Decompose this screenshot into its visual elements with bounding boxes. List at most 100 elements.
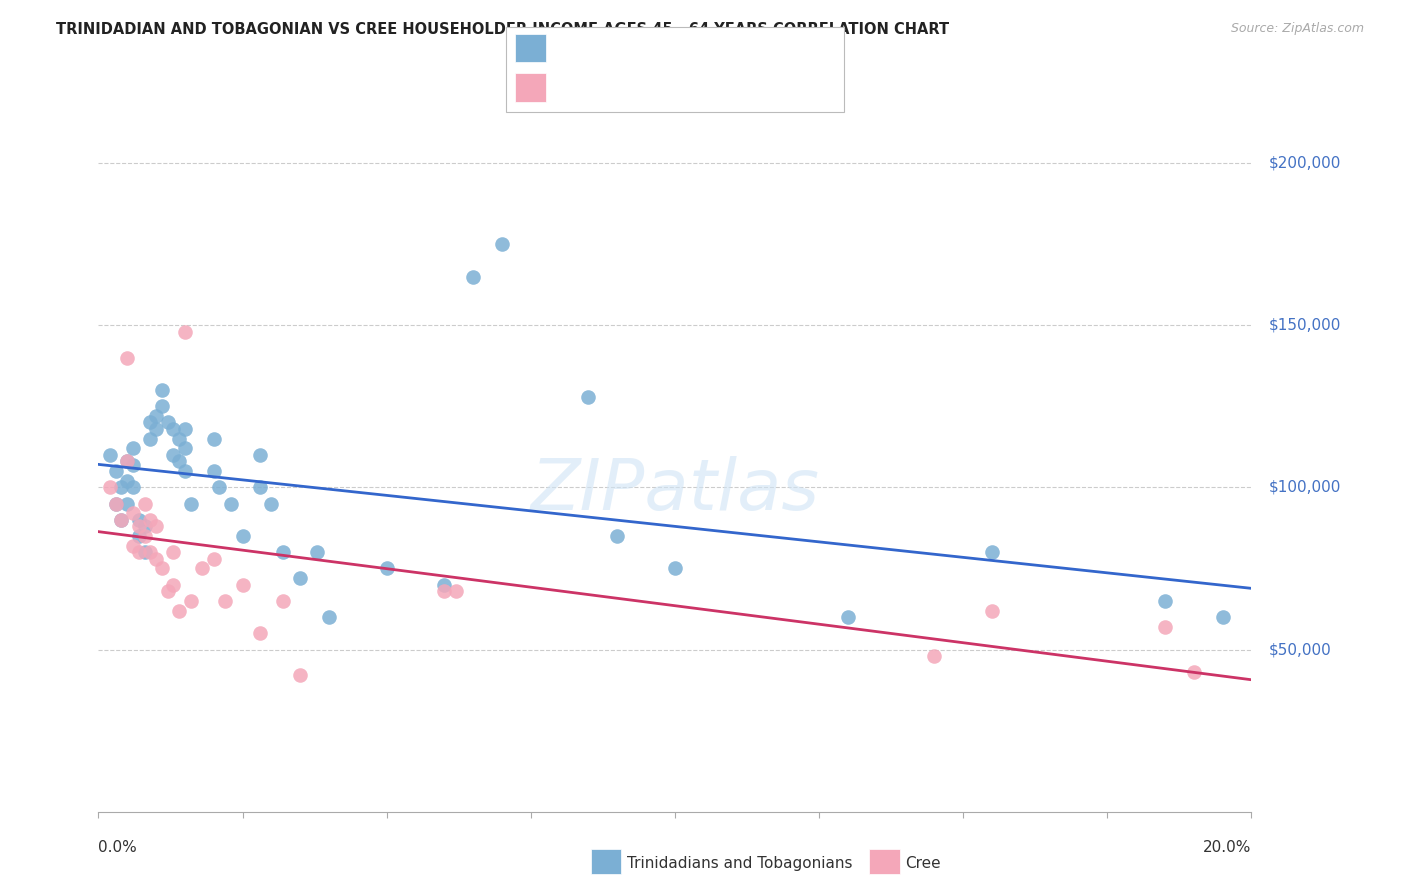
Point — [180, 594, 202, 608]
Point — [139, 416, 162, 430]
Text: N =: N = — [658, 83, 706, 98]
Point — [150, 399, 173, 413]
Text: R =: R = — [557, 43, 591, 58]
Point — [145, 422, 167, 436]
Point — [290, 571, 312, 585]
Point — [117, 474, 138, 488]
Point — [134, 497, 156, 511]
Point — [122, 458, 145, 472]
Point — [260, 497, 283, 511]
Text: $200,000: $200,000 — [1268, 155, 1341, 170]
Text: Cree: Cree — [905, 856, 941, 871]
Point — [162, 422, 184, 436]
Text: R =: R = — [557, 83, 591, 98]
Point — [128, 529, 150, 543]
Point — [249, 448, 271, 462]
Point — [461, 269, 484, 284]
Point — [162, 577, 184, 591]
Point — [117, 351, 138, 365]
Point — [150, 561, 173, 575]
Point — [1153, 594, 1175, 608]
Point — [122, 480, 145, 494]
Point — [664, 561, 686, 575]
Point — [231, 529, 254, 543]
Point — [128, 513, 150, 527]
Point — [981, 604, 1004, 618]
Point — [271, 545, 294, 559]
Point — [174, 422, 197, 436]
Point — [104, 464, 127, 478]
Text: 35: 35 — [706, 83, 727, 98]
Point — [491, 237, 513, 252]
Point — [271, 594, 294, 608]
Point — [219, 497, 242, 511]
Point — [307, 545, 329, 559]
Text: 20.0%: 20.0% — [1204, 840, 1251, 855]
Point — [128, 519, 150, 533]
Point — [156, 584, 179, 599]
Text: $50,000: $50,000 — [1268, 642, 1331, 657]
Point — [128, 545, 150, 559]
Point — [167, 604, 190, 618]
Point — [578, 390, 600, 404]
Point — [104, 497, 127, 511]
Point — [145, 551, 167, 566]
Point — [375, 561, 398, 575]
Text: $100,000: $100,000 — [1268, 480, 1341, 495]
Text: Source: ZipAtlas.com: Source: ZipAtlas.com — [1230, 22, 1364, 36]
Point — [117, 497, 138, 511]
Point — [837, 610, 859, 624]
Text: 53: 53 — [706, 43, 727, 58]
Point — [922, 648, 945, 663]
Point — [134, 529, 156, 543]
Point — [433, 584, 456, 599]
Point — [981, 545, 1004, 559]
Point — [122, 506, 145, 520]
Text: -0.323: -0.323 — [592, 83, 647, 98]
Text: ZIPatlas: ZIPatlas — [530, 456, 820, 525]
Point — [231, 577, 254, 591]
Point — [249, 626, 271, 640]
Point — [139, 513, 162, 527]
Point — [110, 513, 132, 527]
Point — [174, 325, 197, 339]
Point — [122, 539, 145, 553]
Point — [180, 497, 202, 511]
Point — [117, 454, 138, 468]
Point — [202, 432, 225, 446]
Point — [191, 561, 214, 575]
Point — [150, 383, 173, 397]
Text: 0.0%: 0.0% — [98, 840, 138, 855]
Text: $150,000: $150,000 — [1268, 318, 1341, 333]
Point — [1182, 665, 1205, 680]
Point — [249, 480, 271, 494]
Text: Trinidadians and Tobagonians: Trinidadians and Tobagonians — [627, 856, 852, 871]
Point — [145, 519, 167, 533]
Point — [98, 480, 121, 494]
Point — [174, 464, 197, 478]
Point — [444, 584, 467, 599]
Point — [117, 454, 138, 468]
Point — [145, 409, 167, 423]
Point — [110, 480, 132, 494]
Point — [318, 610, 340, 624]
Point — [202, 551, 225, 566]
Point — [162, 448, 184, 462]
Point — [139, 545, 162, 559]
Point — [1212, 610, 1234, 624]
Point — [104, 497, 127, 511]
Point — [606, 529, 628, 543]
Point — [98, 448, 121, 462]
Point — [162, 545, 184, 559]
Text: -0.080: -0.080 — [592, 43, 647, 58]
Point — [290, 668, 312, 682]
Text: TRINIDADIAN AND TOBAGONIAN VS CREE HOUSEHOLDER INCOME AGES 45 - 64 YEARS CORRELA: TRINIDADIAN AND TOBAGONIAN VS CREE HOUSE… — [56, 22, 949, 37]
Point — [208, 480, 231, 494]
Point — [202, 464, 225, 478]
Point — [156, 416, 179, 430]
Text: N =: N = — [658, 43, 706, 58]
Point — [167, 432, 190, 446]
Point — [122, 442, 145, 456]
Point — [134, 519, 156, 533]
Point — [139, 432, 162, 446]
